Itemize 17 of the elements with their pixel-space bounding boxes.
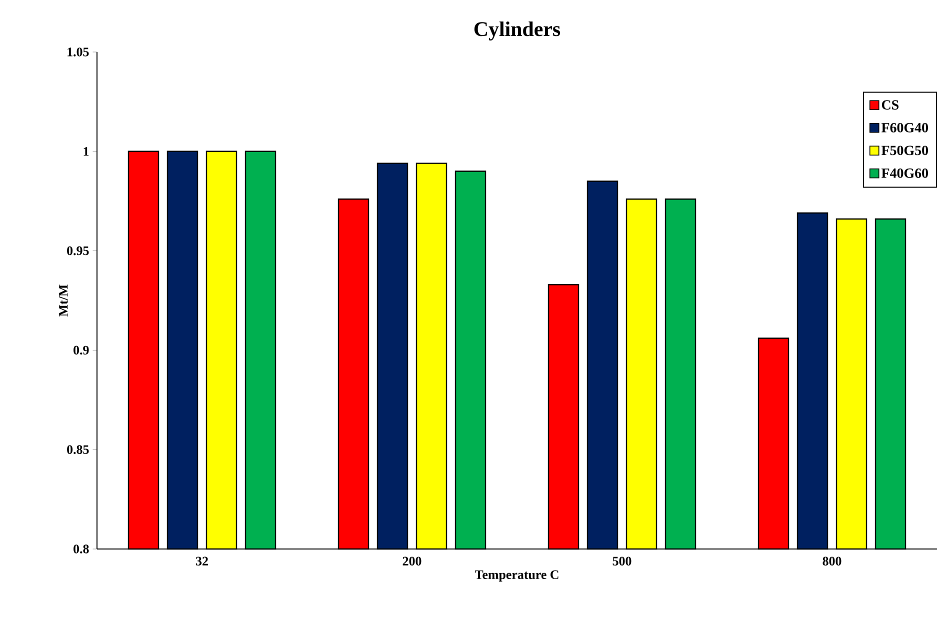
x-tick-label: 500 <box>612 556 632 566</box>
y-tick-label: 0.95 <box>67 246 89 256</box>
y-tick-label: 0.85 <box>67 445 89 454</box>
y-tick-label: 0.8 <box>74 544 89 554</box>
legend-label: F40G60 <box>881 168 928 178</box>
x-tick-label: 200 <box>402 556 422 566</box>
legend-label: F50G50 <box>881 146 928 156</box>
x-tick-label: 800 <box>822 556 842 566</box>
y-tick-label: 0.9 <box>74 346 89 355</box>
legend-label: F60G40 <box>881 122 928 132</box>
y-tick-label: 1 <box>84 147 89 156</box>
chart-title: Cylinders <box>474 21 560 40</box>
y-tick-label: 1.05 <box>68 48 89 56</box>
x-tick-label: 32 <box>196 556 208 566</box>
x-axis-title: Temperature C <box>474 570 558 582</box>
legend-label: CS <box>882 100 898 110</box>
y-axis-title: Mt/M <box>59 284 68 316</box>
